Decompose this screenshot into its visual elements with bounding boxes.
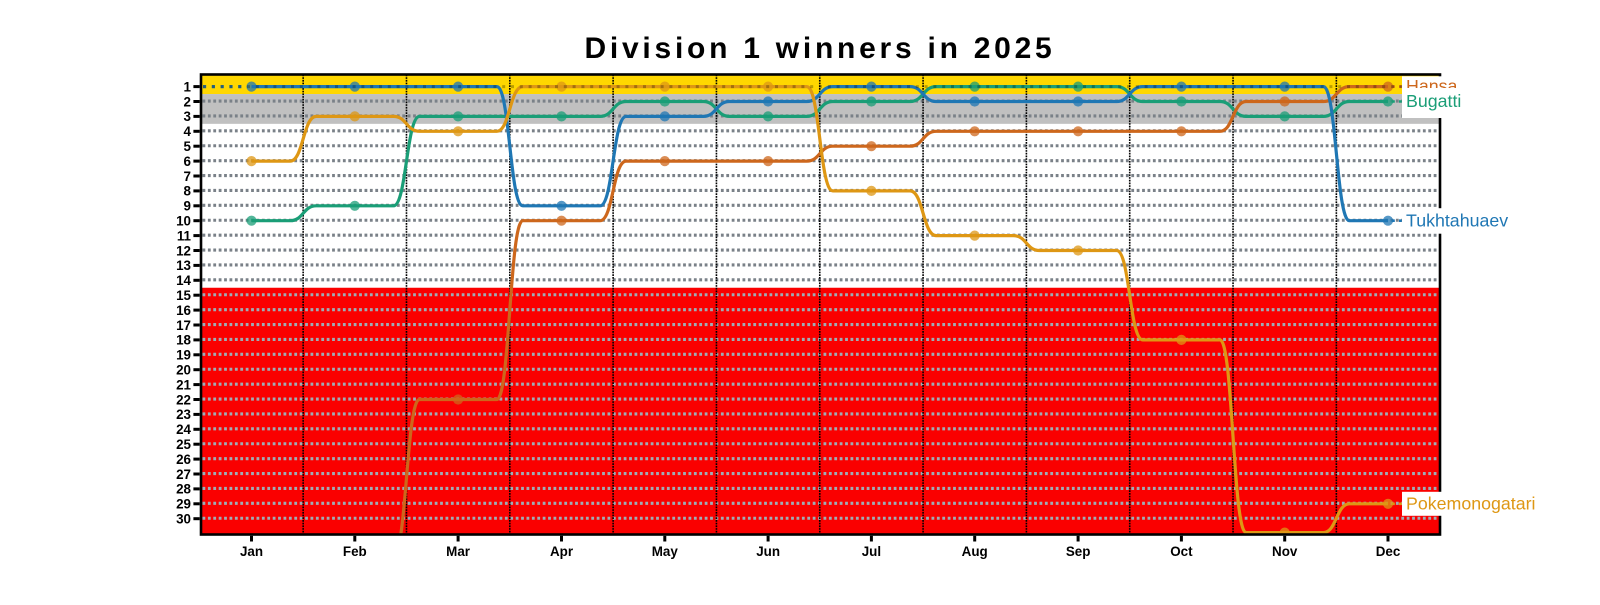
- svg-text:3: 3: [184, 109, 191, 124]
- svg-text:Feb: Feb: [343, 544, 367, 559]
- svg-text:13: 13: [176, 258, 191, 273]
- svg-text:14: 14: [176, 273, 191, 288]
- svg-text:25: 25: [176, 437, 191, 452]
- svg-text:22: 22: [176, 392, 191, 407]
- svg-text:1: 1: [184, 79, 192, 94]
- svg-text:Jan: Jan: [240, 544, 263, 559]
- svg-text:10: 10: [176, 214, 191, 229]
- svg-text:20: 20: [176, 363, 191, 378]
- svg-text:Division 1 winners in 2025: Division 1 winners in 2025: [585, 32, 1056, 65]
- svg-text:Pokemonogatari: Pokemonogatari: [1406, 493, 1536, 513]
- svg-text:23: 23: [176, 407, 191, 422]
- svg-text:18: 18: [176, 333, 191, 348]
- svg-text:12: 12: [176, 243, 191, 258]
- svg-text:Tukhtahuaev: Tukhtahuaev: [1406, 210, 1508, 230]
- svg-text:Aug: Aug: [962, 544, 988, 559]
- svg-text:Jul: Jul: [862, 544, 881, 559]
- svg-text:21: 21: [176, 377, 191, 392]
- svg-text:5: 5: [184, 139, 192, 154]
- svg-text:17: 17: [176, 318, 191, 333]
- svg-text:11: 11: [177, 228, 192, 243]
- svg-text:16: 16: [176, 303, 191, 318]
- svg-text:Nov: Nov: [1272, 544, 1298, 559]
- svg-text:15: 15: [176, 288, 191, 303]
- svg-text:6: 6: [184, 154, 191, 169]
- svg-text:19: 19: [176, 348, 191, 363]
- svg-text:8: 8: [184, 184, 192, 199]
- svg-text:4: 4: [184, 124, 192, 139]
- svg-text:Bugatti: Bugatti: [1406, 91, 1461, 111]
- svg-text:Apr: Apr: [550, 544, 574, 559]
- svg-text:2: 2: [184, 94, 191, 109]
- svg-text:26: 26: [176, 452, 191, 467]
- svg-text:Oct: Oct: [1170, 544, 1193, 559]
- svg-text:28: 28: [176, 482, 191, 497]
- svg-text:7: 7: [184, 169, 191, 184]
- svg-text:30: 30: [176, 512, 191, 527]
- svg-text:29: 29: [176, 497, 191, 512]
- svg-text:Sep: Sep: [1066, 544, 1091, 559]
- svg-text:24: 24: [176, 422, 191, 437]
- svg-text:9: 9: [184, 199, 191, 214]
- svg-text:Dec: Dec: [1376, 544, 1401, 559]
- svg-text:Mar: Mar: [446, 544, 471, 559]
- svg-text:27: 27: [176, 467, 191, 482]
- svg-text:Jun: Jun: [756, 544, 780, 559]
- svg-text:May: May: [652, 544, 679, 559]
